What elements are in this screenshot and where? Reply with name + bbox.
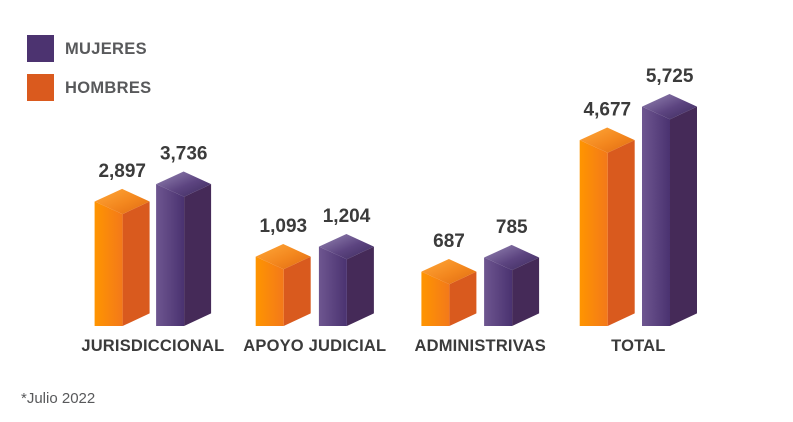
svg-text:1,204: 1,204 — [323, 206, 371, 227]
svg-text:APOYO JUDICIAL: APOYO JUDICIAL — [243, 337, 386, 355]
svg-text:2,897: 2,897 — [98, 161, 146, 182]
svg-text:*Julio 2022: *Julio 2022 — [21, 390, 95, 407]
svg-text:TOTAL: TOTAL — [611, 337, 665, 355]
svg-text:687: 687 — [433, 231, 465, 252]
svg-text:785: 785 — [496, 217, 528, 238]
svg-text:5,725: 5,725 — [646, 66, 694, 87]
svg-text:4,677: 4,677 — [584, 100, 632, 121]
svg-text:JURISDICCIONAL: JURISDICCIONAL — [81, 337, 224, 355]
svg-text:MUJERES: MUJERES — [65, 40, 147, 58]
svg-text:1,093: 1,093 — [260, 216, 308, 237]
svg-text:HOMBRES: HOMBRES — [65, 79, 151, 97]
svg-text:ADMINISTRIVAS: ADMINISTRIVAS — [414, 337, 546, 355]
svg-text:3,736: 3,736 — [160, 144, 208, 165]
